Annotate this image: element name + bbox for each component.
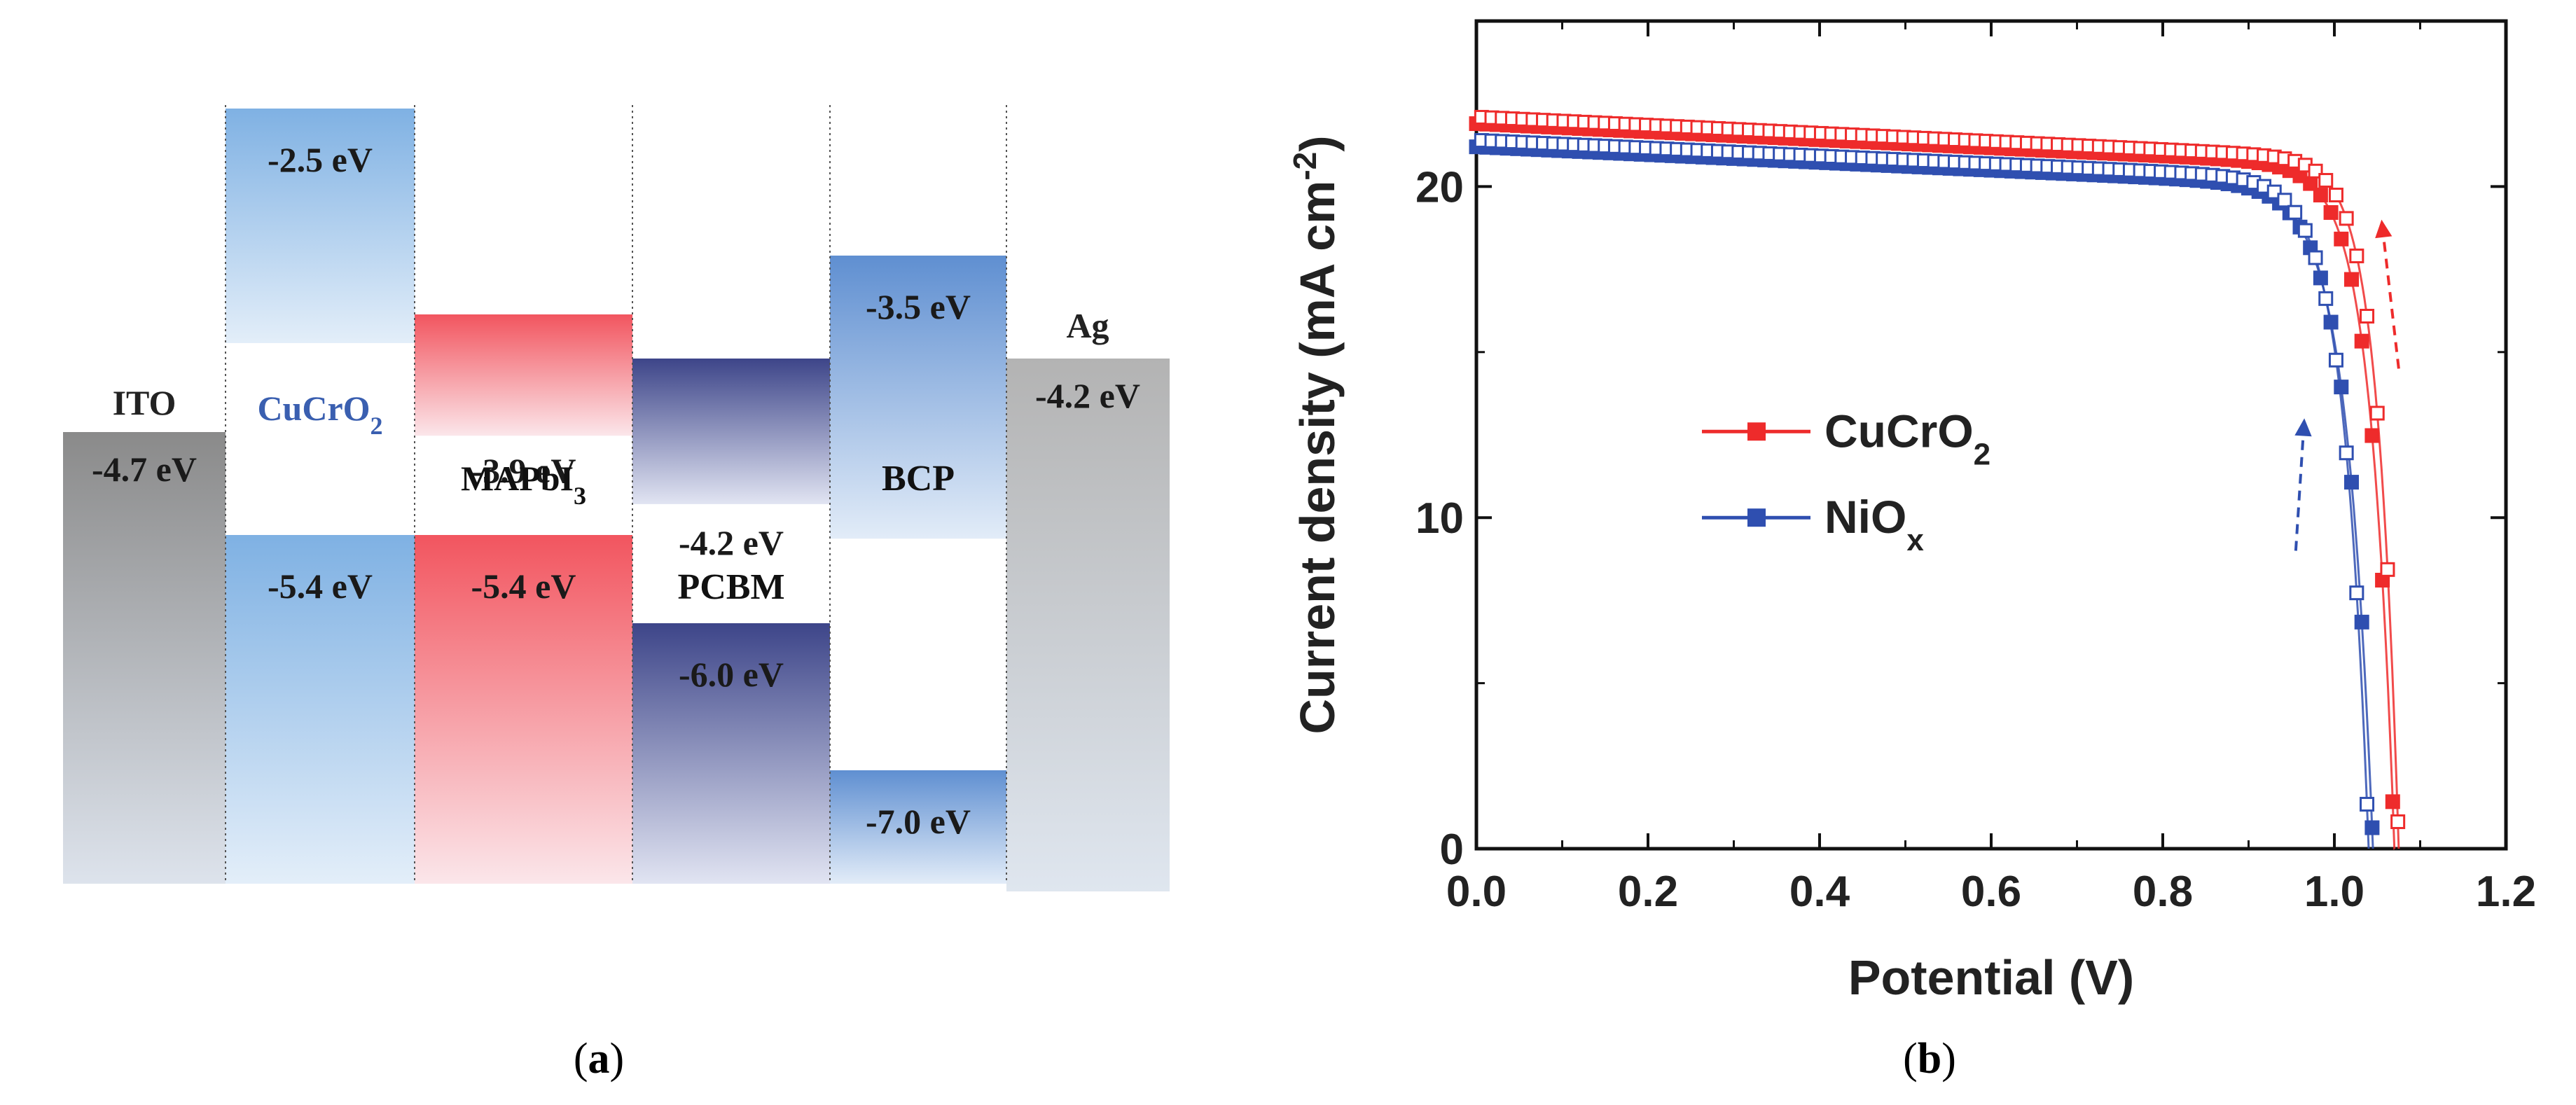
panel-b-jv-chart: 0.0 0.2 0.4 0.6 0.8 1.0 1.2 0 10 20 Potential (V) C… [1287, 19, 2536, 1005]
bcp-name: BCP [882, 459, 955, 499]
bcp-lumo-block [830, 256, 1006, 539]
cucro2-lumo-label: -2.5 eV [268, 140, 373, 179]
x-tick-label: 1.0 [2304, 868, 2364, 916]
pcbm-name: PCBM [677, 567, 784, 607]
x-tick-label: 0.2 [1618, 868, 1678, 916]
series-line [1476, 123, 2396, 850]
cucro2-name: CuCrO2 [257, 389, 382, 440]
cucro2-lumo-block [226, 109, 415, 343]
series-marker [2385, 794, 2400, 809]
series-marker [2318, 291, 2334, 306]
x-tick-label: 0.4 [1789, 868, 1850, 916]
panel-a-energy-diagram: ITO -4.7 eV -2.5 eV -5.4 eV CuCrO2 -3.9 eV -5.… [63, 105, 1170, 891]
ito-work-function: -4.7 eV [92, 450, 197, 489]
ito-name: ITO [113, 383, 176, 422]
series-marker [2328, 352, 2343, 368]
mapbi3-homo-label: -5.4 eV [471, 567, 576, 606]
pcbm-homo-label: -6.0 eV [679, 655, 784, 694]
series-marker [2354, 333, 2369, 349]
series-marker [2287, 204, 2303, 220]
x-tick-label: 0.8 [2133, 868, 2193, 916]
x-axis-label: Potential (V) [1848, 950, 2134, 1005]
y-axis-label: Current density (mA cm-2) [1287, 135, 1345, 734]
pcbm-lumo-label: -4.2 eV [679, 523, 784, 562]
x-tick-label: 1.2 [2476, 868, 2536, 916]
pcbm-homo-block [632, 623, 830, 884]
series-line [1476, 146, 2374, 849]
panel-b-caption: (b) [1903, 1035, 1956, 1083]
legend-label: NiOx [1824, 491, 1924, 557]
cucro2-homo-label: -5.4 eV [268, 567, 373, 606]
bcp-lumo-label: -3.5 eV [866, 287, 971, 326]
series-marker [2360, 796, 2375, 812]
scan-direction-arrowhead [2294, 418, 2312, 437]
bcp-homo-label: -7.0 eV [866, 802, 971, 841]
series-marker [2334, 380, 2349, 395]
series-marker [2349, 248, 2364, 263]
series-line [1476, 139, 2370, 849]
x-tick-label: 0.6 [1961, 868, 2021, 916]
mapbi3-lumo-block [415, 314, 632, 436]
series-marker [2390, 814, 2406, 829]
y-tick-label: 10 [1415, 494, 1464, 543]
ito-block [63, 432, 226, 884]
series-marker [2364, 428, 2380, 443]
series-marker [2334, 231, 2349, 246]
series-marker [2313, 188, 2328, 203]
ag-work-function: -4.2 eV [1035, 376, 1140, 415]
mapbi3-name: MAPbI3 [461, 459, 586, 510]
mapbi3-lumo-label: -3.9 eV [471, 451, 576, 490]
bcp-homo-block [830, 770, 1006, 884]
ag-block [1006, 359, 1170, 891]
series-marker [2297, 223, 2313, 238]
series-marker [2349, 585, 2364, 601]
series-marker [2360, 309, 2375, 324]
legend-label: CuCrO2 [1824, 405, 1990, 471]
series-marker [2308, 250, 2323, 265]
mapbi3-homo-block [415, 535, 632, 884]
series-marker [2328, 187, 2343, 202]
scan-direction-arrow [2294, 418, 2306, 551]
series-marker [2323, 204, 2339, 220]
legend-marker [1747, 422, 1766, 441]
y-tick-label: 0 [1440, 826, 1464, 874]
pcbm-lumo-block [632, 359, 830, 504]
series-marker [2339, 445, 2354, 461]
ag-name: Ag [1066, 306, 1109, 345]
series-marker [2380, 562, 2395, 577]
series-marker [2277, 193, 2292, 208]
series-marker [2369, 405, 2385, 421]
legend-marker [1747, 508, 1766, 527]
x-tick-label: 0.0 [1446, 868, 1507, 916]
series-line [1476, 116, 2400, 849]
series-marker [2318, 173, 2334, 188]
cucro2-homo-block [226, 535, 415, 884]
series-marker [2344, 475, 2359, 490]
scan-direction-arrowhead [2375, 219, 2393, 239]
panel-a-caption: (a) [574, 1035, 624, 1083]
scan-direction-arrow [2380, 219, 2400, 369]
y-tick-label: 20 [1415, 163, 1464, 211]
series-marker [2344, 272, 2359, 287]
series-marker [2339, 211, 2354, 226]
